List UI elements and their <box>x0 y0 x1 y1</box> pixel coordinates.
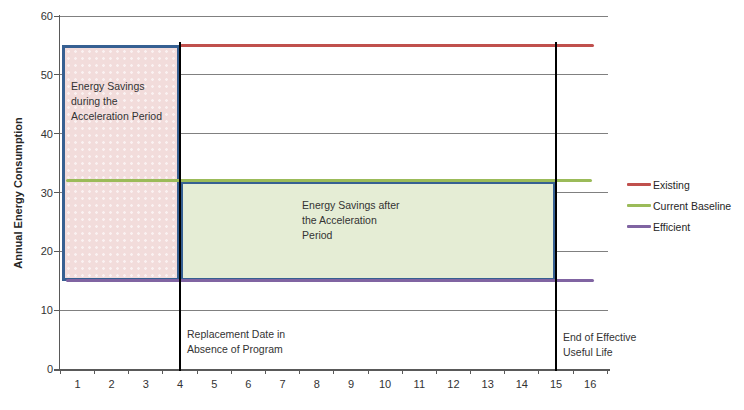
x-tick-label: 8 <box>307 378 327 390</box>
x-tick-label: 4 <box>170 378 190 390</box>
y-axis-title: Annual Energy Consumption <box>12 93 26 293</box>
annotation-line: Energy Savings <box>71 79 162 94</box>
y-axis-tick <box>54 192 59 193</box>
replacement-date-vline <box>179 42 181 371</box>
x-axis-tick <box>265 369 266 374</box>
y-gridline <box>60 16 608 17</box>
legend-marker-current-baseline <box>627 204 651 207</box>
y-tick-label: 60 <box>26 10 53 22</box>
replacement-date-label: Replacement Date inAbsence of Program <box>187 327 285 357</box>
legend-item-existing: Existing <box>627 174 731 195</box>
x-tick-label: 12 <box>443 378 463 390</box>
annotation-line: Replacement Date in <box>187 327 285 342</box>
annotation-line: Useful Life <box>563 345 636 360</box>
y-tick-label: 50 <box>26 69 53 81</box>
legend-item-current-baseline: Current Baseline <box>627 195 731 216</box>
x-axis-tick <box>504 369 505 374</box>
annotation-line: Energy Savings after <box>302 198 399 213</box>
y-tick-label: 10 <box>26 304 53 316</box>
y-tick-label: 20 <box>26 245 53 257</box>
current-baseline-line <box>66 179 592 182</box>
legend-item-efficient: Efficient <box>627 216 731 237</box>
x-axis-tick <box>538 369 539 374</box>
x-tick-label: 1 <box>68 378 88 390</box>
annotation-line: the Acceleration <box>302 213 399 228</box>
end-of-useful-life-label: End of EffectiveUseful Life <box>563 330 636 360</box>
annotation-line: Period <box>302 228 399 243</box>
x-axis-tick <box>128 369 129 374</box>
x-axis-line <box>54 369 610 371</box>
x-axis-tick <box>333 369 334 374</box>
x-axis-tick <box>573 369 574 374</box>
y-axis-tick <box>54 310 59 311</box>
x-axis-tick <box>402 369 403 374</box>
x-axis-tick <box>299 369 300 374</box>
legend-marker-efficient <box>627 225 651 228</box>
x-tick-label: 10 <box>375 378 395 390</box>
existing-line <box>180 44 594 47</box>
x-tick-label: 9 <box>341 378 361 390</box>
annotation-line: End of Effective <box>563 330 636 345</box>
acceleration-savings-label: Energy Savingsduring theAcceleration Per… <box>71 79 162 124</box>
x-axis-tick <box>436 369 437 374</box>
legend-label-current-baseline: Current Baseline <box>653 200 731 212</box>
y-tick-label: 40 <box>26 128 53 140</box>
x-tick-label: 2 <box>102 378 122 390</box>
x-axis-tick <box>197 369 198 374</box>
energy-consumption-chart: Annual Energy Consumption Existing Curren… <box>0 0 744 410</box>
x-axis-tick <box>470 369 471 374</box>
x-tick-label: 16 <box>580 378 600 390</box>
x-tick-label: 15 <box>546 378 566 390</box>
legend-label-existing: Existing <box>653 179 690 191</box>
x-tick-label: 13 <box>478 378 498 390</box>
y-tick-label: 0 <box>26 363 53 375</box>
y-tick-label: 30 <box>26 187 53 199</box>
y-axis-tick <box>54 133 59 134</box>
annotation-line: during the <box>71 94 162 109</box>
annotation-line: Absence of Program <box>187 342 285 357</box>
efficient-line <box>66 279 593 282</box>
y-axis-tick <box>54 16 59 17</box>
y-axis-line <box>59 15 60 371</box>
x-axis-tick <box>94 369 95 374</box>
x-tick-label: 14 <box>512 378 532 390</box>
x-tick-label: 7 <box>273 378 293 390</box>
x-tick-label: 6 <box>238 378 258 390</box>
x-tick-label: 11 <box>409 378 429 390</box>
x-axis-tick <box>162 369 163 374</box>
x-axis-tick <box>368 369 369 374</box>
post-acceleration-savings-label: Energy Savings afterthe AccelerationPeri… <box>302 198 399 243</box>
x-tick-label: 5 <box>204 378 224 390</box>
x-axis-tick <box>60 369 61 374</box>
annotation-line: Acceleration Period <box>71 109 162 124</box>
y-gridline <box>60 310 608 311</box>
legend-label-efficient: Efficient <box>653 221 690 233</box>
y-axis-tick <box>54 74 59 75</box>
x-axis-tick <box>607 369 608 374</box>
y-axis-tick <box>54 251 59 252</box>
legend: Existing Current Baseline Efficient <box>627 174 731 237</box>
x-tick-label: 3 <box>136 378 156 390</box>
end-of-useful-life-vline <box>555 42 557 371</box>
legend-marker-existing <box>627 183 651 186</box>
x-axis-tick <box>231 369 232 374</box>
